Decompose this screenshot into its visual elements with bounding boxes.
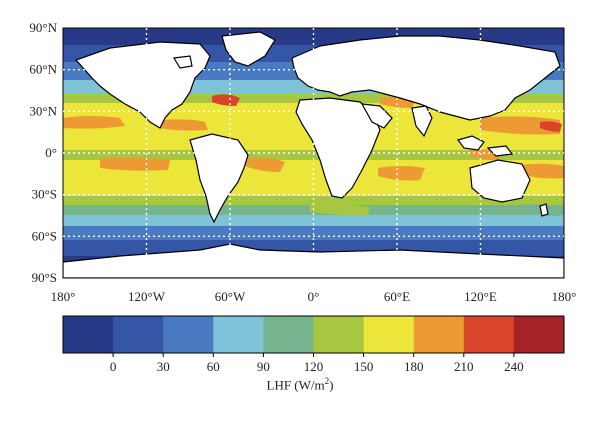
colorbar-swatch [213,316,264,353]
longitude-label: 180° [51,289,76,304]
colorbar-swatch [163,316,214,353]
latitude-label: 30°S [32,187,57,202]
colorbar-tick-label: 240 [504,359,524,374]
latitude-label: 60°S [32,228,57,243]
map-grid [63,28,564,278]
longitude-label: 60°E [384,289,410,304]
colorbar-title-suffix: ) [329,377,334,393]
colorbar-title-sup: 2 [324,376,330,386]
longitude-label: 180° [552,289,577,304]
latitude-label: 0° [45,145,57,160]
colorbar-swatch [363,316,415,353]
colorbar-tick-label: 0 [110,359,117,374]
longitude-label: 120°E [464,289,497,304]
latitude-label: 30°N [29,103,57,118]
latitude-label: 90°S [32,270,57,285]
colorbar-swatch [463,316,515,353]
colorbar-swatch [313,316,365,353]
colorbar-tick-label: 120 [304,359,324,374]
longitude-label: 0° [308,289,320,304]
colorbar-tick-label: 210 [454,359,474,374]
colorbar-tick-label: 180 [404,359,424,374]
colorbar-tick-label: 60 [207,359,220,374]
colorbar [62,315,565,354]
longitude-label: 120°W [128,289,166,304]
colorbar-tick-label: 30 [157,359,170,374]
latitude-label: 90°N [29,20,57,35]
colorbar-tick-label: 150 [354,359,374,374]
colorbar-swatch [413,316,465,353]
colorbar-swatch [513,316,565,353]
colorbar-swatch [263,316,314,353]
colorbar-title-prefix: LHF (W/m [266,377,325,393]
colorbar-swatch [63,316,114,353]
colorbar-swatch [113,316,164,353]
colorbar-title: LHF (W/m2) [0,376,600,393]
colorbar-tick-label: 90 [257,359,270,374]
latitude-label: 60°N [29,62,57,77]
longitude-label: 60°W [215,289,246,304]
